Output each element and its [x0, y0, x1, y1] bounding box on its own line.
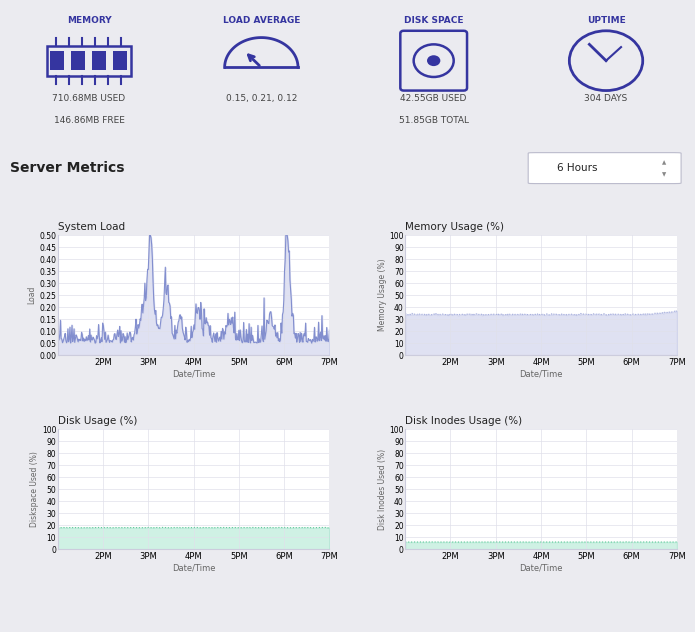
Text: LOAD AVERAGE: LOAD AVERAGE: [222, 16, 300, 25]
Y-axis label: Disk Inodes Used (%): Disk Inodes Used (%): [377, 449, 386, 530]
Text: 6 Hours: 6 Hours: [557, 163, 597, 173]
Text: Server Metrics: Server Metrics: [10, 161, 125, 175]
X-axis label: Date/Time: Date/Time: [172, 564, 215, 573]
Text: Disk Usage (%): Disk Usage (%): [58, 416, 137, 425]
Text: Memory Usage (%): Memory Usage (%): [405, 222, 504, 231]
Text: ▼: ▼: [662, 172, 666, 177]
Text: System Load: System Load: [58, 222, 125, 231]
Y-axis label: Diskspace Used (%): Diskspace Used (%): [30, 451, 39, 527]
Text: 0.15, 0.21, 0.12: 0.15, 0.21, 0.12: [226, 94, 297, 103]
Text: 304 DAYS: 304 DAYS: [584, 94, 628, 103]
Text: DISK SPACE: DISK SPACE: [404, 16, 464, 25]
FancyBboxPatch shape: [113, 51, 127, 70]
Text: 51.85GB TOTAL: 51.85GB TOTAL: [399, 116, 468, 125]
FancyBboxPatch shape: [50, 51, 64, 70]
FancyBboxPatch shape: [528, 153, 681, 183]
FancyBboxPatch shape: [71, 51, 85, 70]
X-axis label: Date/Time: Date/Time: [172, 370, 215, 379]
X-axis label: Date/Time: Date/Time: [519, 564, 563, 573]
Text: Disk Inodes Usage (%): Disk Inodes Usage (%): [405, 416, 523, 425]
Text: 146.86MB FREE: 146.86MB FREE: [54, 116, 124, 125]
Y-axis label: Load: Load: [28, 286, 37, 305]
Text: MEMORY: MEMORY: [67, 16, 111, 25]
Text: UPTIME: UPTIME: [587, 16, 626, 25]
Text: 42.55GB USED: 42.55GB USED: [400, 94, 467, 103]
Text: ▲: ▲: [662, 161, 666, 166]
FancyBboxPatch shape: [92, 51, 106, 70]
Y-axis label: Memory Usage (%): Memory Usage (%): [377, 259, 386, 331]
X-axis label: Date/Time: Date/Time: [519, 370, 563, 379]
Text: 710.68MB USED: 710.68MB USED: [52, 94, 126, 103]
Circle shape: [427, 55, 441, 66]
